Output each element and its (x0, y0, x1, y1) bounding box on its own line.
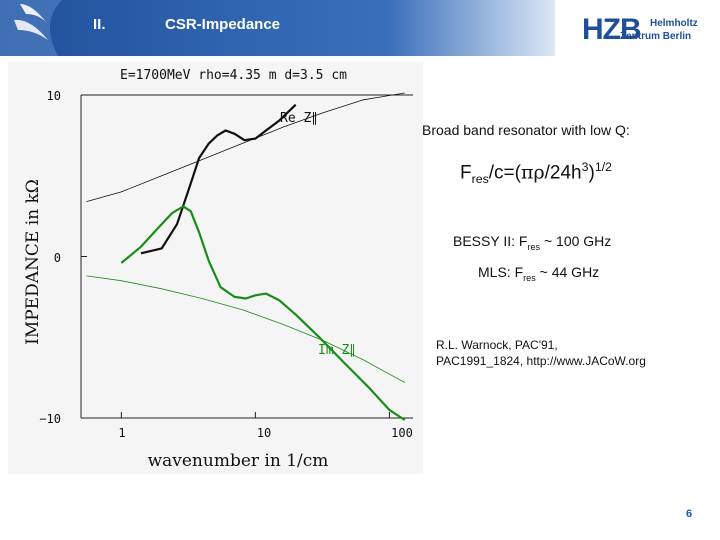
mls-frequency: MLS: Fres ~ 44 GHz (478, 264, 599, 283)
formula-rest: /24h (544, 162, 582, 184)
formula-f: F (460, 162, 472, 184)
series-line-thin-green (86, 275, 405, 383)
reference-line1: R.L. Warnock, PAC'91, (436, 338, 558, 352)
impedance-plot: E=1700MeV rho=4.35 m d=3.5 cm IMPEDANCE … (8, 62, 423, 474)
y-tick-neg10: −10 (39, 412, 61, 426)
swoosh-decoration-icon (0, 0, 62, 56)
formula-pi-rho: πρ (520, 161, 545, 184)
mls-suffix: ~ 44 GHz (535, 264, 600, 280)
x-tick-100: 100 (391, 426, 413, 440)
mls-prefix: MLS: F (478, 264, 524, 280)
formula-mid: /c=( (488, 162, 521, 184)
logo-line1: Helmholtz (650, 18, 698, 29)
plot-background (8, 62, 423, 474)
logo-hzb-text: HZB (582, 13, 642, 46)
series-layer (81, 92, 406, 421)
series-line-thick-green (120, 205, 406, 421)
bessy-sub: res (527, 241, 541, 252)
bessy-prefix: BESSY II: F (453, 233, 528, 249)
formula-f-sub: res (471, 172, 489, 187)
x-tick-1: 1 (118, 426, 125, 440)
section-number: II. (93, 16, 106, 33)
formula-close: ) (588, 162, 595, 184)
logo-line2: Zentrum Berlin (620, 31, 692, 42)
y-axis-label: IMPEDANCE in kΩ (23, 179, 43, 345)
formula-exp3: 3 (581, 160, 589, 174)
resonator-heading: Broad band resonator with low Q: (422, 122, 630, 138)
impedance-chart-svg: E=1700MeV rho=4.35 m d=3.5 cm IMPEDANCE … (8, 62, 423, 474)
hzb-logo: HZB Helmholtz Zentrum Berlin (582, 14, 702, 58)
reference-line2: PAC1991_1824, http://www.JACoW.org (436, 354, 646, 368)
series-line-thick-black (140, 103, 297, 255)
re-z-label: Re Z∥ (280, 111, 318, 126)
mls-sub: res (523, 272, 536, 283)
bessy-suffix: ~ 100 GHz (540, 233, 612, 249)
formula-exp: 1/2 (594, 160, 612, 174)
page-number: 6 (686, 508, 693, 520)
y-tick-10: 10 (47, 89, 61, 103)
header-bar: II. CSR-Impedance (0, 0, 555, 56)
reference: R.L. Warnock, PAC'91, PAC1991_1824, http… (436, 337, 646, 369)
series-line-thin-black (86, 92, 405, 202)
x-tick-10: 10 (257, 426, 271, 440)
bessy-frequency: BESSY II: Fres ~ 100 GHz (453, 233, 611, 252)
slide-title: CSR-Impedance (165, 16, 281, 33)
plot-top-label: E=1700MeV rho=4.35 m d=3.5 cm (120, 68, 347, 83)
resonance-formula: Fres/c=(πρ/24h3)1/2 (460, 160, 612, 186)
x-axis-label: wavenumber in 1/cm (148, 451, 329, 471)
y-tick-0: 0 (54, 251, 61, 265)
